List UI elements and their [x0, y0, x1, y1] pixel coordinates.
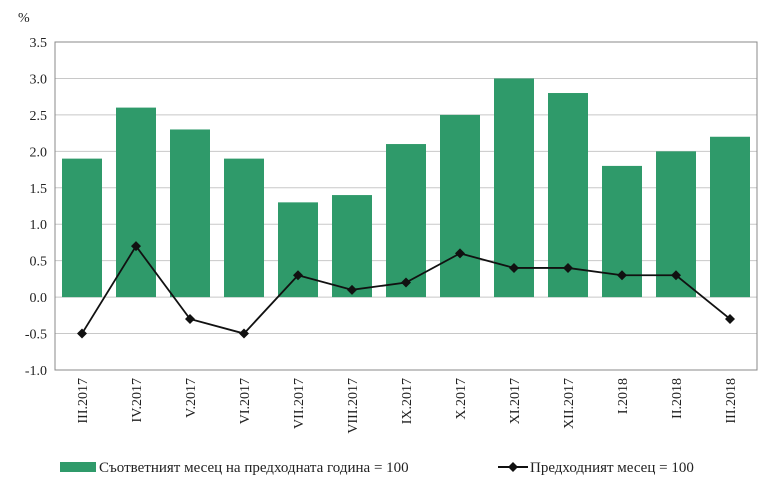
x-tick-label: VI.2017 — [238, 378, 253, 424]
line-point — [239, 328, 249, 339]
y-tick-label: -1.0 — [25, 364, 47, 379]
line-point — [563, 262, 573, 273]
bar — [710, 136, 750, 298]
bar — [278, 202, 318, 298]
x-tick-label: XI.2017 — [508, 378, 523, 424]
line-point — [671, 270, 681, 281]
x-tick-label: III.2017 — [76, 378, 91, 424]
y-tick-label: 2.5 — [30, 109, 48, 124]
legend-label-line: Предходният месец = 100 — [530, 460, 694, 476]
legend-marker — [508, 462, 518, 472]
bar — [62, 158, 102, 298]
x-tick-label: XII.2017 — [562, 378, 577, 429]
line-point — [401, 277, 411, 288]
x-tick-label: X.2017 — [454, 378, 469, 420]
bar — [170, 129, 210, 298]
x-tick-label: VII.2017 — [292, 378, 307, 429]
y-tick-label: 0.0 — [30, 291, 48, 306]
y-axis-ticks: -1.0 -0.5 0.0 0.5 1.0 1.5 2.0 2.5 3.0 3.5 — [25, 36, 47, 379]
line-point — [725, 313, 735, 324]
x-tick-label: VIII.2017 — [346, 378, 361, 434]
line-point — [131, 241, 141, 252]
line-point — [77, 328, 87, 339]
plot-frame — [54, 41, 758, 371]
x-tick-label: III.2018 — [724, 378, 739, 424]
bars — [62, 78, 750, 298]
y-tick-label: 2.0 — [30, 145, 48, 160]
x-tick-label: IV.2017 — [130, 378, 145, 422]
y-unit-label: % — [18, 11, 30, 26]
legend-swatch-bar — [60, 462, 96, 472]
y-tick-label: -0.5 — [25, 328, 47, 343]
bar — [332, 195, 372, 298]
bar — [494, 78, 534, 298]
y-tick-label: 3.5 — [30, 36, 48, 51]
line-point — [455, 248, 465, 259]
line-point — [509, 262, 519, 273]
y-tick-label: 3.0 — [30, 72, 48, 87]
line-point — [185, 313, 195, 324]
x-tick-label: I.2018 — [616, 378, 631, 414]
x-tick-label: II.2018 — [670, 378, 685, 419]
line-point — [293, 270, 303, 281]
line-point — [347, 284, 357, 295]
bar — [386, 144, 426, 298]
y-tick-label: 1.0 — [30, 218, 48, 233]
bar — [224, 158, 264, 298]
legend-label-bar: Съответният месец на предходната година … — [99, 460, 409, 476]
legend: Съответният месец на предходната година … — [60, 460, 694, 476]
bar — [440, 114, 480, 298]
line-point — [617, 270, 627, 281]
x-axis-ticks: III.2017 IV.2017 V.2017 VI.2017 VII.2017 VIII… — [76, 378, 739, 434]
y-tick-label: 0.5 — [30, 255, 48, 270]
x-tick-label: V.2017 — [184, 378, 199, 418]
line-series — [77, 241, 735, 339]
x-tick-label: IX.2017 — [400, 378, 415, 424]
y-tick-label: 1.5 — [30, 182, 48, 197]
